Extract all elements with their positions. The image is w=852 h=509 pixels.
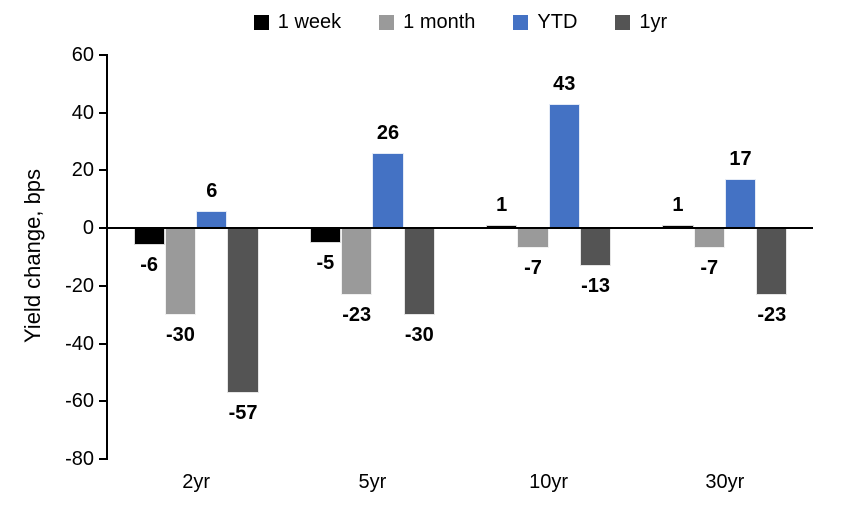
y-axis-tick: [99, 54, 108, 56]
legend-swatch-icon: [253, 14, 269, 30]
legend-label: 1 month: [403, 10, 476, 33]
bar-30yr-1-month: [693, 228, 725, 249]
y-axis-tick: [99, 169, 108, 172]
chart-legend: 1 week 1 month YTD 1yr: [108, 8, 813, 36]
x-axis-label-30yr: 30yr: [705, 471, 745, 493]
y-axis-tick: [99, 111, 108, 114]
y-axis-tick: [99, 342, 108, 345]
bar-2yr-1-week: [133, 228, 165, 246]
data-label: -30: [166, 323, 195, 346]
x-axis-label-5yr: 5yr: [358, 471, 387, 493]
legend-swatch-icon: [513, 14, 529, 30]
data-label: -57: [228, 401, 258, 424]
y-axis-tick: [99, 458, 108, 460]
bar-2yr-ytd: [196, 210, 228, 229]
y-axis-line: [106, 55, 108, 459]
legend-label: YTD: [537, 10, 578, 33]
y-axis-tick-label: -60: [65, 390, 94, 413]
x-axis-label-10yr: 10yr: [529, 471, 569, 493]
data-label: -7: [524, 257, 542, 280]
bar-2yr-1yr: [227, 228, 259, 393]
plot-area: 60 40 20 0 -20 -40 -60 -80 -6 -30 6 -57 2yr -5 -23 26 -3…: [65, 44, 813, 493]
zero-axis-line: [108, 227, 813, 230]
y-axis-tick-label: 60: [71, 44, 94, 66]
bar-5yr-1-month: [341, 228, 373, 295]
bar-5yr-1-week: [309, 228, 342, 243]
data-label: -6: [140, 254, 159, 277]
legend-item-1-month: 1 month: [379, 11, 475, 34]
data-label: -13: [581, 274, 611, 297]
y-axis-tick: [99, 400, 108, 403]
data-label: -7: [700, 257, 719, 280]
x-axis-label-2yr: 2yr: [182, 471, 211, 493]
y-axis-title: Yield change, bps: [20, 168, 45, 344]
data-label: -5: [316, 251, 335, 274]
data-label: 1: [672, 194, 684, 217]
y-axis-tick: [99, 227, 108, 230]
y-axis-tick-label: 40: [71, 101, 94, 124]
data-label: 6: [206, 179, 218, 202]
bar-5yr-ytd: [372, 153, 404, 229]
legend-swatch-icon: [615, 14, 631, 30]
data-label: 1: [496, 194, 508, 217]
legend-swatch-icon: [379, 14, 395, 30]
legend-item-1yr: 1yr: [615, 11, 667, 34]
y-axis-tick-label: -20: [65, 274, 94, 297]
data-label: 26: [376, 122, 400, 145]
bar-10yr-1-month: [517, 228, 549, 249]
data-label: -30: [404, 323, 434, 346]
bar-10yr-ytd: [548, 104, 580, 229]
y-axis-tick-label: 0: [82, 217, 94, 240]
legend-item-1-week: 1 week: [253, 10, 342, 34]
data-label: 43: [553, 73, 576, 96]
legend-item-ytd: YTD: [513, 11, 577, 34]
data-label: -23: [342, 303, 372, 326]
bar-10yr-1yr: [579, 228, 612, 266]
bar-30yr-1yr: [756, 228, 788, 295]
y-axis-tick-label: -40: [65, 332, 94, 355]
legend-label: 1 week: [277, 10, 342, 33]
bar-5yr-1yr: [403, 228, 435, 315]
data-label: 17: [729, 148, 752, 171]
y-axis-tick: [99, 284, 108, 287]
legend-label: 1yr: [639, 10, 668, 33]
y-axis-tick-label: 20: [71, 159, 94, 182]
bar-2yr-1-month: [164, 228, 197, 315]
y-axis-tick-label: -80: [65, 448, 94, 470]
data-label: -23: [757, 303, 787, 326]
bar-30yr-ytd: [724, 179, 757, 229]
